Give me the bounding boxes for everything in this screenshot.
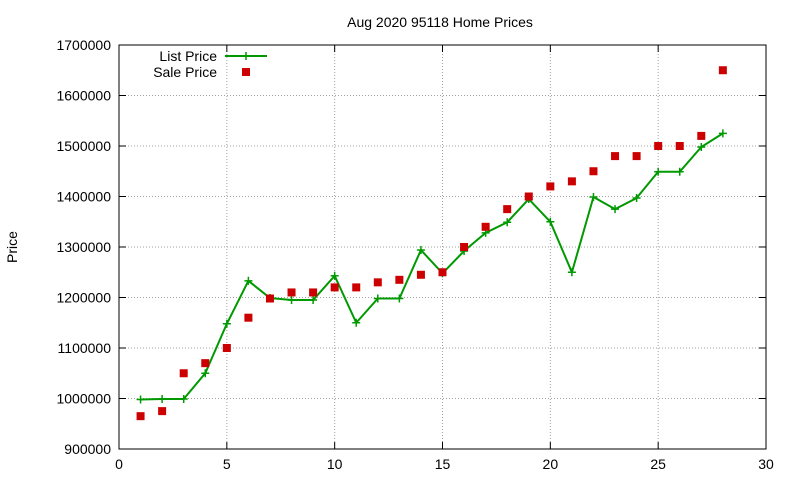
legend-label: Sale Price — [153, 64, 217, 80]
sale-price-point — [395, 275, 404, 284]
list-price-point — [589, 193, 598, 202]
list-price-point — [244, 276, 253, 285]
sale-price-point — [503, 205, 512, 214]
sale-price-point — [244, 313, 253, 322]
sale-price-point — [589, 167, 598, 176]
x-tick-label: 30 — [758, 456, 774, 472]
legend-label: List Price — [159, 48, 217, 64]
list-price-point — [567, 268, 576, 277]
list-price-point — [503, 218, 512, 227]
sale-price-point — [179, 369, 188, 378]
series-list-price — [136, 129, 727, 404]
sale-price-point — [330, 283, 339, 292]
x-tick-label: 0 — [115, 456, 123, 472]
list-price-point — [179, 395, 188, 404]
sale-price-point — [654, 142, 663, 150]
sale-price-point — [352, 283, 361, 292]
y-tick-label: 900000 — [64, 441, 111, 457]
sale-price-point — [632, 152, 641, 161]
x-tick-label: 10 — [327, 456, 343, 472]
sale-price-point — [697, 131, 706, 140]
list-price-line — [140, 132, 724, 401]
sale-price-point — [546, 182, 555, 191]
list-price-point — [416, 246, 425, 255]
sale-price-point — [460, 243, 469, 251]
series-sale-price — [136, 66, 727, 421]
grid-lines — [119, 45, 766, 449]
x-tick-label: 15 — [435, 456, 451, 472]
list-price-point — [136, 395, 145, 404]
list-price-point — [395, 294, 404, 303]
list-price-point — [654, 167, 663, 176]
y-tick-label: 1400000 — [56, 189, 111, 205]
sale-price-point — [287, 288, 296, 297]
legend-square-swatch — [242, 68, 250, 76]
sale-price-point — [136, 412, 145, 421]
list-price-point — [718, 129, 727, 138]
list-price-point — [158, 395, 167, 404]
x-tick-label: 5 — [223, 456, 231, 472]
list-price-point — [611, 205, 620, 214]
data-series — [136, 66, 727, 421]
sale-price-point — [481, 222, 490, 231]
y-tick-label: 1700000 — [56, 37, 111, 53]
sale-price-point — [222, 344, 231, 352]
list-price-point — [675, 167, 684, 176]
y-tick-label: 1200000 — [56, 290, 111, 306]
sale-price-point — [438, 268, 447, 277]
list-price-point — [222, 319, 231, 328]
list-price-point — [330, 271, 339, 280]
chart-title: Aug 2020 95118 Home Prices — [347, 14, 533, 30]
y-tick-label: 1000000 — [56, 391, 111, 407]
y-tick-label: 1100000 — [58, 340, 112, 356]
x-tick-label: 25 — [650, 456, 666, 472]
list-price-point — [697, 143, 706, 152]
legend-plus-swatch — [242, 52, 250, 60]
sale-price-point — [567, 177, 576, 186]
sale-price-point — [675, 142, 684, 150]
axes: 900000 1000000 1100000 1200000 1300000 140000… — [56, 37, 774, 472]
list-price-point — [352, 318, 361, 327]
x-tick-label: 20 — [543, 456, 559, 472]
sale-price-point — [158, 407, 167, 416]
sale-price-point — [373, 278, 382, 287]
sale-price-point — [201, 359, 210, 368]
list-price-point — [287, 296, 296, 305]
list-price-point — [201, 369, 210, 378]
sale-price-point — [718, 66, 727, 75]
sale-price-point — [611, 152, 620, 161]
sale-price-point — [309, 288, 318, 297]
list-price-point — [632, 194, 641, 203]
y-tick-label: 1300000 — [56, 239, 111, 255]
list-price-point — [546, 217, 555, 226]
list-price-point — [373, 294, 382, 303]
list-price-point — [309, 296, 318, 305]
sale-price-point — [265, 294, 274, 303]
y-tick-label: 1500000 — [56, 138, 111, 154]
y-tick-label: 1600000 — [56, 88, 111, 104]
y-axis-label: Price — [4, 231, 20, 263]
sale-price-point — [416, 270, 425, 279]
sale-price-point — [524, 192, 533, 201]
